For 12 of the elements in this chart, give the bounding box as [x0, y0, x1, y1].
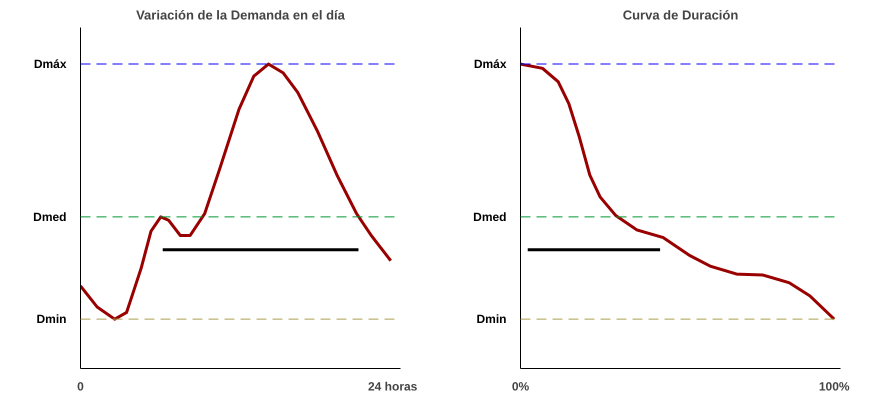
x-tick-label: 0	[77, 380, 84, 394]
x-tick-label: 24 horas	[368, 380, 418, 394]
x-tick-label: 100%	[818, 380, 850, 394]
ref-line-label: Dmed	[473, 210, 507, 224]
ref-line-label: Dmáx	[34, 57, 67, 72]
x-tick-label: 0%	[512, 380, 530, 394]
chart-title: Curva de Duración	[622, 8, 738, 22]
ref-line-label: Dmed	[33, 210, 67, 224]
ref-line-label: Dmin	[476, 312, 506, 326]
ref-line-label: Dmin	[36, 312, 66, 326]
chart-title: Variación de la Demanda en el día	[136, 8, 346, 22]
ref-line-label: Dmáx	[474, 57, 507, 72]
